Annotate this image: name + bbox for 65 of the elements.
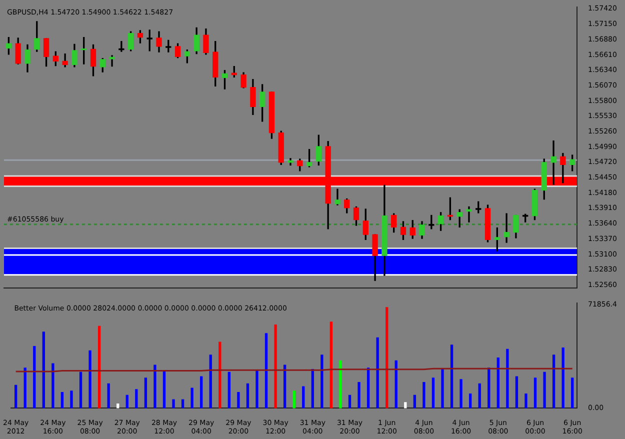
bar xyxy=(14,384,18,408)
bar xyxy=(488,368,490,408)
bar xyxy=(172,399,175,408)
bar xyxy=(218,342,222,408)
bar xyxy=(162,370,166,408)
bar xyxy=(190,388,194,408)
bar xyxy=(79,372,82,408)
bar xyxy=(552,354,556,408)
bar xyxy=(98,326,101,408)
bar xyxy=(200,376,203,408)
bar xyxy=(460,379,462,408)
bar xyxy=(506,348,509,408)
bar xyxy=(339,360,342,408)
bar xyxy=(404,402,407,408)
bar xyxy=(302,386,305,408)
candlestick xyxy=(109,55,115,67)
candlestick xyxy=(550,140,556,185)
bar xyxy=(330,322,333,408)
candlestick xyxy=(504,213,510,243)
bar xyxy=(181,399,184,408)
bar xyxy=(126,394,128,408)
bar xyxy=(292,390,296,408)
bar xyxy=(116,404,120,408)
bar xyxy=(154,364,156,408)
bar xyxy=(422,382,426,408)
bar xyxy=(358,382,360,408)
bar xyxy=(237,392,240,408)
bar xyxy=(496,358,500,408)
bar xyxy=(348,394,352,408)
bar xyxy=(515,376,518,408)
bar xyxy=(366,368,370,408)
bar xyxy=(33,346,36,408)
bar xyxy=(52,363,54,408)
bar xyxy=(228,372,230,408)
bar xyxy=(135,389,138,408)
bar xyxy=(376,337,379,408)
bar xyxy=(394,360,398,408)
bar xyxy=(524,393,528,408)
bar xyxy=(469,393,472,408)
bar xyxy=(209,354,212,408)
bar xyxy=(60,392,64,408)
bar xyxy=(450,344,454,408)
bar xyxy=(413,394,416,408)
bar xyxy=(256,370,258,408)
bar xyxy=(42,332,45,408)
bar xyxy=(246,383,250,408)
bar xyxy=(70,390,73,408)
bar xyxy=(311,369,314,408)
bar xyxy=(274,324,277,408)
bar xyxy=(441,369,444,408)
bar xyxy=(386,307,388,408)
bar xyxy=(432,378,435,408)
bar xyxy=(534,378,537,408)
bar xyxy=(283,364,286,408)
bar xyxy=(543,372,546,408)
bar xyxy=(24,368,26,408)
candlestick xyxy=(466,206,472,222)
bar xyxy=(88,350,92,408)
bar xyxy=(562,347,564,408)
bar xyxy=(264,333,268,408)
bar xyxy=(144,378,148,408)
bar xyxy=(478,383,481,408)
bar xyxy=(571,378,574,408)
bar xyxy=(107,383,110,408)
bar xyxy=(320,354,324,408)
